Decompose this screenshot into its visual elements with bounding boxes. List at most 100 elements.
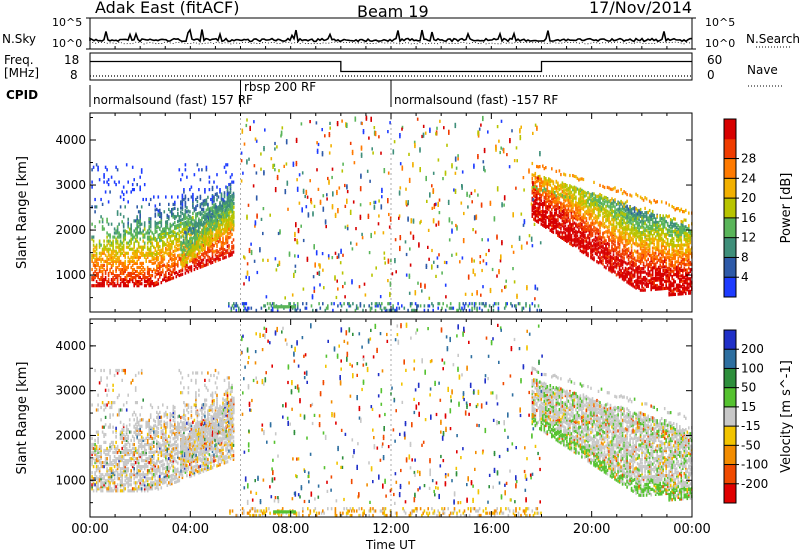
data-cell — [560, 226, 562, 230]
data-cell — [618, 250, 621, 254]
data-cell — [154, 236, 157, 240]
data-cell — [207, 216, 210, 220]
data-cell — [561, 181, 564, 185]
data-cell — [172, 229, 175, 233]
data-cell — [219, 253, 221, 257]
data-cell — [659, 280, 661, 284]
data-cell — [91, 257, 93, 261]
data-cell — [169, 247, 172, 251]
data-cell — [202, 244, 205, 248]
data-cell — [555, 211, 558, 215]
data-cell — [154, 212, 157, 216]
data-cell — [683, 266, 686, 270]
data-cell — [190, 220, 193, 224]
data-cell — [121, 280, 123, 284]
data-cell — [677, 230, 680, 234]
data-cell — [645, 218, 648, 222]
data-cell — [228, 236, 230, 240]
data-cell — [599, 229, 601, 233]
data-cell — [621, 214, 624, 218]
data-cell — [204, 214, 206, 218]
data-cell — [98, 245, 101, 249]
data-cell — [216, 234, 219, 239]
data-cell — [638, 211, 640, 215]
data-cell — [119, 233, 122, 237]
data-cell — [632, 214, 634, 218]
data-cell — [677, 258, 680, 262]
data-cell — [200, 221, 202, 225]
data-cell — [663, 286, 666, 291]
data-cell — [175, 238, 178, 242]
data-cell — [680, 261, 683, 265]
data-cell — [225, 200, 227, 204]
data-cell — [133, 255, 135, 259]
data-cell — [130, 190, 132, 194]
data-cell — [672, 273, 675, 277]
data-cell — [644, 279, 646, 283]
data-cell — [689, 278, 692, 283]
data-cell — [192, 205, 194, 209]
data-cell — [530, 238, 533, 242]
data-cell — [662, 218, 664, 222]
data-cell — [543, 179, 546, 183]
data-cell — [635, 281, 637, 285]
data-cell — [545, 191, 547, 195]
data-cell — [671, 235, 673, 239]
data-cell — [677, 207, 680, 211]
data-cell — [627, 213, 630, 217]
data-cell — [137, 271, 140, 276]
data-cell — [156, 264, 158, 268]
data-cell — [177, 223, 179, 227]
data-cell — [569, 195, 571, 199]
data-cell — [546, 210, 549, 214]
data-cell — [648, 226, 651, 231]
data-cell — [564, 184, 567, 188]
data-cell — [597, 210, 600, 214]
data-cell — [588, 195, 591, 199]
data-cell — [685, 273, 687, 278]
data-cell — [621, 223, 624, 227]
data-cell — [207, 234, 210, 238]
data-cell — [229, 199, 231, 203]
data-cell — [160, 232, 163, 236]
data-cell — [660, 276, 663, 280]
data-cell — [679, 209, 681, 213]
data-cell — [552, 225, 555, 229]
data-cell — [663, 259, 666, 264]
data-cell — [677, 227, 680, 231]
data-cell — [225, 170, 227, 174]
data-cell — [405, 202, 407, 206]
data-cell — [154, 261, 157, 265]
data-cell — [685, 291, 687, 296]
data-cell — [169, 273, 172, 277]
data-cell — [540, 210, 543, 214]
data-cell — [636, 226, 639, 230]
data-cell — [623, 190, 625, 194]
data-cell — [159, 245, 161, 249]
data-cell — [645, 263, 648, 267]
data-cell — [648, 261, 651, 265]
data-cell — [190, 250, 193, 255]
data-cell — [192, 260, 194, 264]
data-cell — [107, 200, 110, 204]
data-cell — [195, 207, 197, 211]
data-cell — [214, 206, 216, 210]
data-cell — [146, 265, 149, 270]
data-cell — [168, 235, 170, 239]
data-cell — [679, 227, 681, 231]
data-cell — [156, 280, 158, 284]
data-cell — [165, 195, 167, 199]
data-cell — [177, 262, 179, 266]
data-cell — [662, 269, 664, 273]
data-cell — [675, 238, 678, 242]
data-cell — [156, 282, 158, 286]
data-cell — [229, 249, 232, 253]
data-cell — [199, 245, 201, 249]
data-cell — [639, 247, 642, 251]
data-cell — [630, 283, 633, 287]
data-cell — [542, 191, 544, 195]
data-cell — [575, 195, 577, 199]
data-cell — [113, 235, 116, 239]
data-cell — [668, 255, 670, 259]
data-cell — [198, 260, 200, 264]
